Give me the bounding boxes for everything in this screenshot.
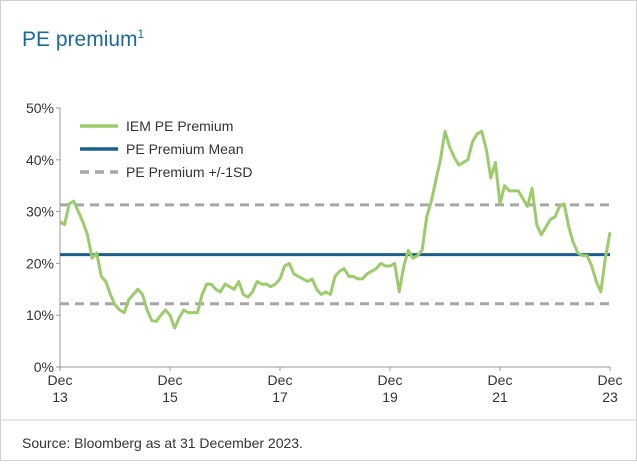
x-tick-label: Dec 15 [158,372,183,405]
series-line [59,129,612,330]
x-tick-label-line: 17 [272,389,288,405]
chart-title: PE premium1 [22,27,145,51]
x-tick-label-line: Dec [48,372,73,388]
x-tick-label: Dec 19 [378,372,403,405]
x-tick-label: Dec 13 [48,372,73,405]
x-tick-label-line: Dec [158,372,183,388]
x-tick-label-line: Dec [598,372,623,388]
y-tick-label: 40% [26,152,54,168]
x-tick-label-line: 13 [52,389,68,405]
title-superscript: 1 [138,27,145,41]
y-tick-label: 30% [26,204,54,220]
x-tick-label: Dec 23 [598,372,623,405]
legend-label: IEM PE Premium [126,118,233,134]
x-tick-label-line: 19 [382,389,398,405]
x-tick-label-line: 15 [162,389,178,405]
source-note: Source: Bloomberg as at 31 December 2023… [22,435,303,451]
x-tick-label-line: 21 [492,389,508,405]
y-tick-label: 10% [26,307,54,323]
y-tick-label: 20% [26,255,54,271]
x-tick-label: Dec 21 [488,372,513,405]
x-tick-label: Dec 17 [268,372,293,405]
title-text: PE premium [22,28,138,51]
y-tick-label: 50% [26,100,54,116]
x-tick-label-line: Dec [488,372,513,388]
x-tick-label-line: Dec [378,372,403,388]
x-tick-label-line: 23 [602,389,618,405]
y-tick-label: 0% [34,359,54,375]
legend-label: PE Premium +/-1SD [126,164,252,180]
x-tick-label-line: Dec [268,372,293,388]
legend-label: PE Premium Mean [126,141,243,157]
